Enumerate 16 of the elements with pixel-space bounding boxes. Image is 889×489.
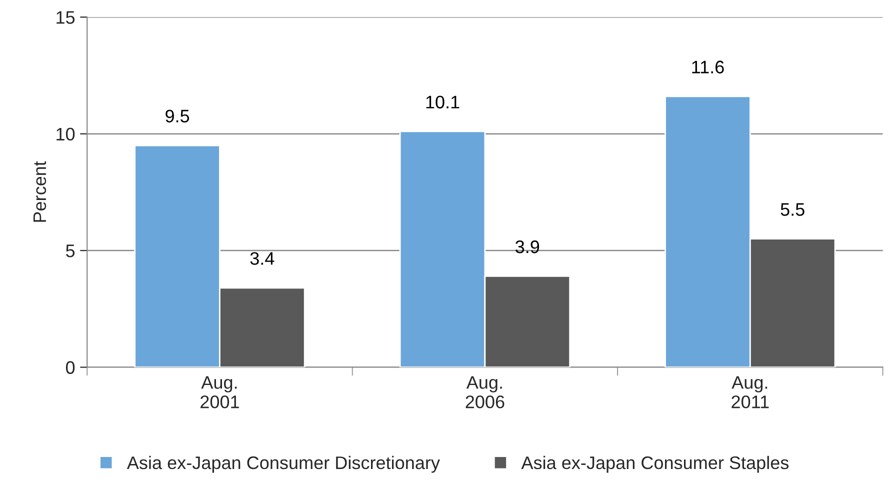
- data-label: 3.9: [516, 240, 540, 254]
- y-axis-title: Percent: [34, 161, 46, 222]
- data-label: 11.6: [692, 60, 724, 74]
- x-tick-label: Aug. 2006: [466, 376, 504, 408]
- y-tick-label: 10: [56, 128, 75, 141]
- x-tick-label: Aug. 2001: [200, 376, 239, 408]
- y-tick-label: 15: [56, 11, 75, 24]
- data-label: 3.4: [250, 252, 274, 265]
- x-tick-label: Aug. 2011: [732, 376, 769, 408]
- legend-label: Asia ex-Japan Consumer Staples: [521, 456, 789, 473]
- data-label: 9.5: [166, 110, 190, 122]
- data-label: 10.1: [426, 96, 460, 108]
- y-tick-label: 5: [66, 244, 75, 258]
- legend-label: Asia ex-Japan Consumer Discretionary: [126, 456, 440, 473]
- y-tick-label: 0: [66, 361, 75, 374]
- data-label: 5.5: [780, 203, 804, 216]
